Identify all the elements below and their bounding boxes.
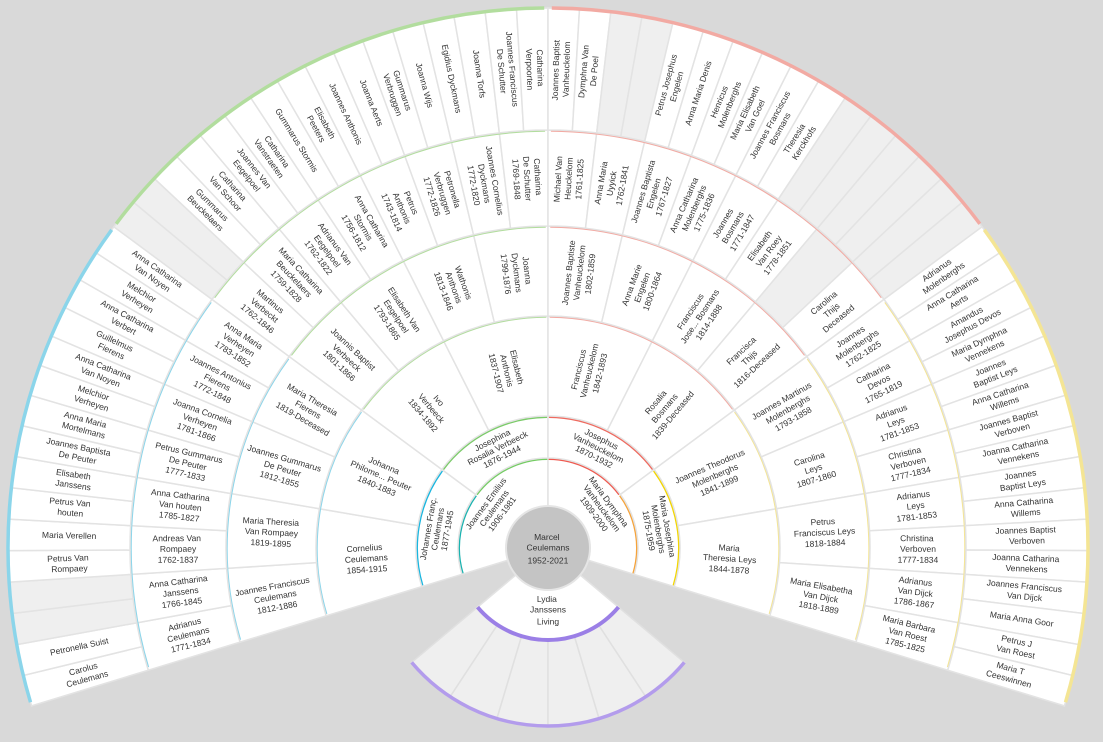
person-name: Adrianus Leys — [896, 488, 934, 513]
person-name: Petrus Franciscus Leys — [793, 515, 855, 539]
person-years: 1761-1825 — [573, 158, 585, 199]
person-years: 1818-1884 — [805, 537, 846, 549]
branch-arc — [551, 6, 982, 225]
person-years: 1854-1915 — [346, 563, 387, 576]
person-name: Petrus Van houten — [48, 496, 93, 520]
person-years: 1786-1867 — [893, 595, 935, 610]
person-label: Elisabeth Janssens — [54, 467, 94, 493]
person-name: Cornelius Ceulemans — [344, 542, 388, 565]
root-years: 1952-2021 — [528, 555, 569, 565]
root-label: Marcel Ceulemans 1952-2021 — [527, 532, 570, 565]
person-name: Joannes Baptist Vanheuckelom — [550, 37, 572, 100]
person-years: 1844-1878 — [708, 563, 749, 576]
person-label: Joannes Franciscus De Schutter — [493, 31, 521, 110]
spouse-name: Lydia Janssens — [530, 594, 566, 615]
root-name: Marcel Ceulemans — [527, 532, 570, 553]
person-name: Elisabeth Janssens — [54, 467, 94, 493]
person-years: 1766-1845 — [161, 595, 203, 610]
person-name: Christina Verboven — [900, 533, 936, 554]
person-name: Maria Theresia Leys — [703, 541, 758, 565]
person-years: 1777-1834 — [898, 555, 939, 565]
person-name: Dymphna Van De Poel — [576, 42, 601, 99]
person-label: Joannes Baptist Verboven — [995, 525, 1058, 547]
person-name: Maria Verellen — [42, 530, 97, 541]
person-name: Adrianus Van Dijck — [897, 574, 936, 599]
person-name: Anna Catharina Van houten — [149, 487, 212, 514]
person-years: 1781-1853 — [896, 509, 938, 524]
root-person[interactable] — [505, 505, 591, 591]
person-name: Joannes Franciscus De Schutter — [493, 31, 520, 110]
branch-arc — [982, 228, 1090, 703]
person-name: Joanna Dyckmans — [509, 251, 534, 293]
person-label: Maria Verellen — [42, 530, 97, 541]
person-years: 1802-1859 — [583, 253, 598, 295]
person-label: Joannes Baptist Vanheuckelom — [550, 37, 572, 100]
person-name: Andreas Van Rompaey — [152, 533, 203, 554]
person-label: Petrus Van Rompaey — [47, 553, 91, 575]
person-name: Catharina Verpoorten — [524, 48, 546, 90]
person-name: Joannes Baptist Verboven — [995, 525, 1058, 547]
person-name: Maria Theresia Van Rompaey — [242, 515, 302, 539]
person-label: Petrus Van houten — [48, 496, 93, 520]
person-name: Michael Van Heuckelom — [552, 153, 575, 203]
person-name: Catharina De Schutter — [521, 155, 544, 201]
branch-arc — [6, 228, 114, 703]
person-name: Joanna Catharina Vennekens — [992, 552, 1062, 575]
person-years: 1785-1827 — [158, 509, 200, 524]
spouse-arc — [475, 605, 621, 642]
person-years: 1799-1876 — [499, 253, 514, 295]
person-label: Dymphna Van De Poel — [576, 42, 601, 99]
person-years: 1769-1848 — [510, 159, 522, 200]
spouse-arc — [410, 661, 686, 728]
person-years: 1819-1895 — [250, 537, 291, 549]
person-label: Joanna Catharina Vennekens — [992, 552, 1062, 575]
person-years: 1762-1837 — [158, 555, 199, 565]
person-name: Petrus Van Rompaey — [47, 553, 91, 575]
person-label: Catharina Verpoorten — [524, 48, 546, 90]
spouse-status: Living — [537, 616, 559, 626]
branch-arc — [114, 6, 545, 225]
